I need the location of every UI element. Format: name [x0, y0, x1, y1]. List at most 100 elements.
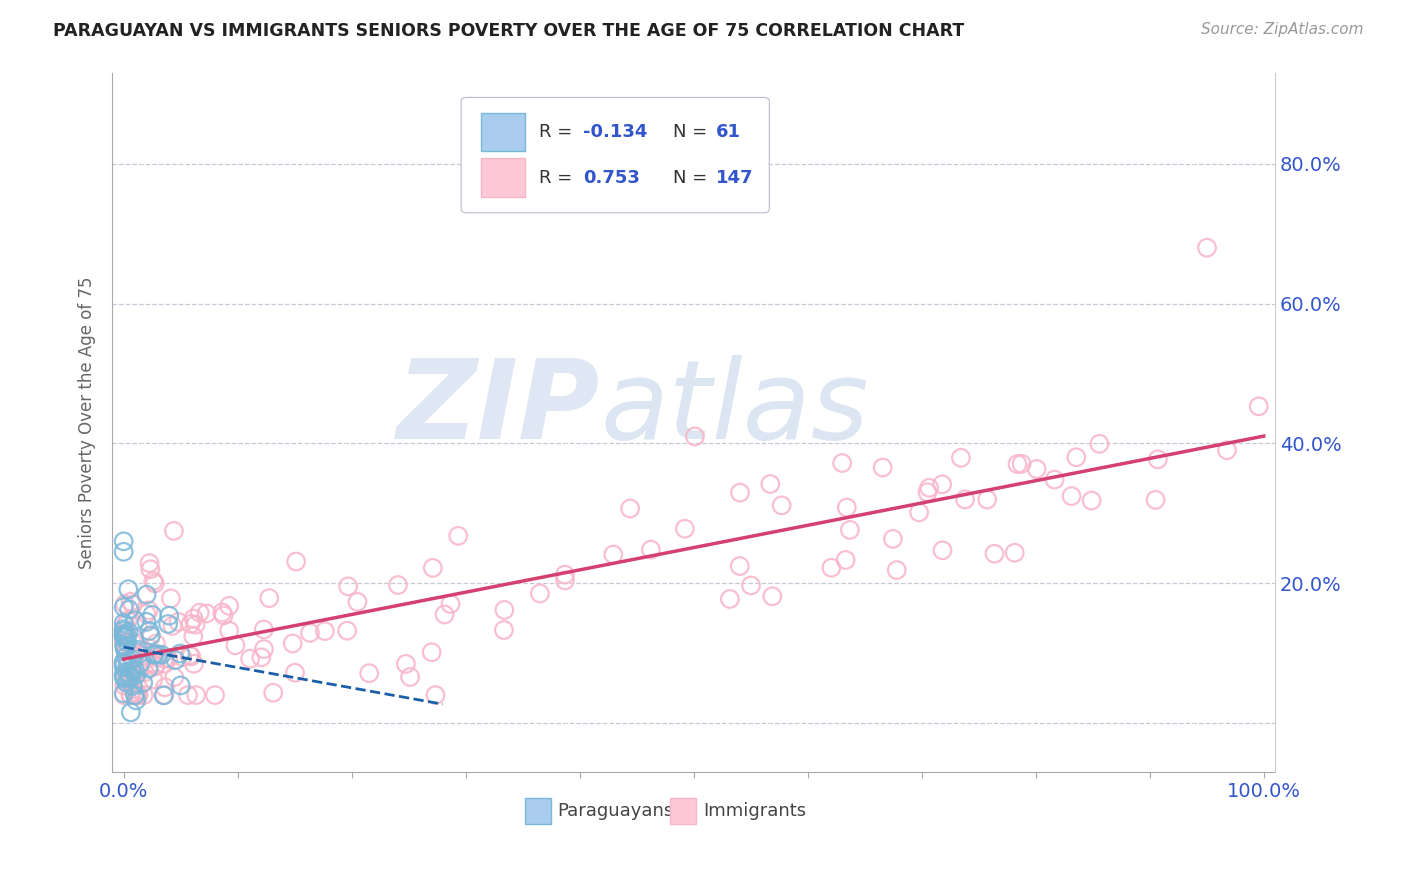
Point: [132, 675, 155, 690]
Point: [153, 680, 176, 694]
Point: [835, 500, 858, 515]
Point: [117, 614, 139, 628]
Point: [122, 682, 145, 697]
Text: R =: R =: [538, 123, 578, 142]
Point: [112, 627, 135, 641]
Point: [718, 591, 741, 606]
Point: [157, 617, 180, 632]
Point: [143, 576, 166, 591]
Point: [112, 534, 135, 549]
Point: [114, 618, 136, 632]
Point: [1144, 492, 1167, 507]
Point: [112, 635, 135, 649]
Point: [285, 555, 308, 569]
Point: [953, 492, 976, 507]
Point: [139, 629, 162, 643]
Text: atlas: atlas: [600, 355, 869, 462]
Point: [122, 671, 145, 685]
Point: [886, 563, 908, 577]
Point: [112, 655, 135, 669]
Point: [931, 543, 953, 558]
Point: [314, 624, 336, 639]
Point: [112, 630, 135, 644]
Point: [949, 450, 972, 465]
Point: [120, 688, 142, 702]
Point: [728, 485, 751, 500]
Point: [183, 611, 205, 625]
Point: [115, 629, 138, 643]
Point: [831, 456, 853, 470]
Point: [163, 524, 186, 538]
Point: [673, 522, 696, 536]
Point: [759, 477, 782, 491]
Point: [124, 685, 146, 699]
Point: [112, 670, 135, 684]
Point: [284, 665, 307, 680]
Point: [180, 649, 202, 664]
Point: [153, 652, 176, 666]
Point: [153, 657, 176, 671]
Point: [211, 606, 233, 620]
Point: [162, 619, 184, 633]
Point: [114, 631, 136, 645]
Point: [122, 649, 145, 664]
Point: [138, 556, 160, 570]
Point: [127, 642, 149, 657]
Point: [138, 603, 160, 617]
Point: [114, 597, 136, 611]
Point: [298, 626, 321, 640]
Point: [112, 624, 135, 638]
Point: [439, 597, 461, 611]
Point: [169, 678, 191, 692]
Point: [983, 547, 1005, 561]
Point: [433, 607, 456, 622]
Point: [112, 628, 135, 642]
Point: [112, 615, 135, 630]
Point: [129, 657, 152, 671]
Point: [118, 670, 141, 684]
Point: [135, 615, 157, 629]
Point: [218, 599, 240, 613]
Point: [204, 688, 226, 702]
Text: Source: ZipAtlas.com: Source: ZipAtlas.com: [1201, 22, 1364, 37]
Point: [740, 578, 762, 592]
Point: [112, 659, 135, 673]
Point: [112, 667, 135, 681]
Point: [120, 670, 142, 684]
Point: [134, 644, 156, 658]
Text: N =: N =: [673, 169, 713, 186]
Y-axis label: Seniors Poverty Over the Age of 75: Seniors Poverty Over the Age of 75: [79, 277, 96, 569]
Point: [529, 586, 551, 600]
Point: [882, 532, 904, 546]
Point: [112, 600, 135, 615]
Point: [114, 675, 136, 690]
Text: 147: 147: [716, 169, 754, 186]
Text: ZIP: ZIP: [396, 355, 600, 462]
Point: [153, 688, 176, 702]
Point: [184, 617, 207, 632]
Point: [239, 651, 262, 665]
Point: [872, 460, 894, 475]
Text: R =: R =: [538, 169, 578, 186]
Point: [447, 529, 470, 543]
Point: [138, 661, 160, 675]
Point: [127, 688, 149, 702]
Bar: [671, 797, 696, 824]
Point: [165, 653, 187, 667]
Point: [112, 672, 135, 686]
Point: [492, 623, 515, 637]
Point: [1195, 241, 1218, 255]
Point: [976, 492, 998, 507]
Point: [127, 619, 149, 633]
Point: [127, 687, 149, 701]
Point: [125, 645, 148, 659]
Point: [257, 591, 280, 606]
Point: [118, 625, 141, 640]
Point: [181, 629, 204, 643]
Point: [619, 501, 641, 516]
Point: [1080, 493, 1102, 508]
Text: PARAGUAYAN VS IMMIGRANTS SENIORS POVERTY OVER THE AGE OF 75 CORRELATION CHART: PARAGUAYAN VS IMMIGRANTS SENIORS POVERTY…: [53, 22, 965, 40]
Point: [761, 589, 783, 603]
Text: -0.134: -0.134: [583, 123, 648, 142]
Point: [115, 675, 138, 690]
